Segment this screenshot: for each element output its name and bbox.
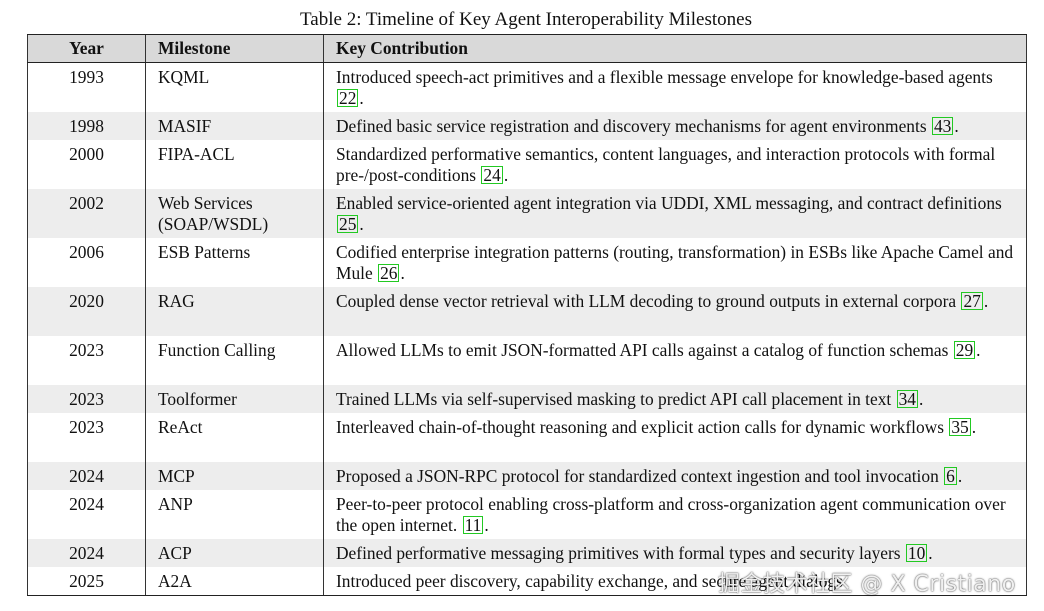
- milestone-cell: FIPA-ACL: [145, 140, 324, 189]
- year-cell: 2023: [69, 340, 104, 360]
- table-row: 2020 RAG Coupled dense vector retrieval …: [27, 287, 1027, 336]
- citation-link[interactable]: 27: [961, 291, 983, 311]
- year-cell: 1993: [69, 67, 104, 87]
- year-cell: 2025: [27, 567, 146, 596]
- year-cell: 2020: [69, 291, 104, 311]
- citation-link[interactable]: 10: [905, 543, 928, 563]
- contribution-cell: Interleaved chain-of-thought reasoning a…: [323, 413, 1027, 462]
- contribution-text: Trained LLMs via self-supervised masking…: [336, 389, 896, 409]
- contribution-text: Introduced speech-act primitives and a f…: [336, 67, 993, 87]
- table-row: 2025 A2A Introduced peer discovery, capa…: [27, 567, 1027, 596]
- contribution-end: .: [400, 263, 405, 283]
- contribution-cell: Codified enterprise integration patterns…: [323, 238, 1027, 287]
- year-cell: 1998: [69, 116, 104, 136]
- contribution-text: Enabled service-oriented agent integrati…: [336, 193, 1002, 213]
- contribution-cell: Enabled service-oriented agent integrati…: [323, 189, 1027, 238]
- milestone-cell: MCP: [145, 462, 324, 490]
- milestone-cell: ANP: [145, 490, 324, 539]
- contribution-end: .: [976, 340, 981, 360]
- contribution-text: Defined performative messaging primitive…: [336, 543, 905, 563]
- milestone-cell: ACP: [145, 539, 324, 567]
- table-row: 2024 MCP Proposed a JSON-RPC protocol fo…: [27, 462, 1027, 490]
- contribution-end: .: [971, 417, 977, 437]
- milestones-table-container: Year Milestone Key Contribution 1993 KQM…: [27, 34, 1027, 596]
- contribution-text: Proposed a JSON-RPC protocol for standar…: [336, 466, 944, 486]
- table-header-row: Year Milestone Key Contribution: [27, 34, 1027, 63]
- table-row: 1993 KQML Introduced speech-act primitiv…: [27, 62, 1027, 112]
- table-row: 2024 ACP Defined performative messaging …: [27, 539, 1027, 567]
- contribution-text: Allowed LLMs to emit JSON-formatted API …: [336, 340, 953, 360]
- contribution-cell: Defined basic service registration and d…: [323, 112, 1027, 140]
- milestone-cell: MASIF: [145, 112, 324, 140]
- contribution-text: Interleaved chain-of-thought reasoning a…: [336, 417, 949, 437]
- milestones-table: Year Milestone Key Contribution 1993 KQM…: [27, 34, 1027, 596]
- header-year: Year: [27, 34, 146, 63]
- year-cell: 2024: [69, 466, 104, 486]
- year-cell: 2002: [69, 193, 104, 213]
- contribution-text: Introduced peer discovery, capability ex…: [336, 571, 843, 591]
- citation-link[interactable]: 25: [337, 214, 359, 234]
- citation-link[interactable]: 35: [949, 417, 971, 437]
- contribution-text: Codified enterprise integration patterns…: [336, 242, 1014, 283]
- contribution-end: .: [503, 165, 509, 185]
- site-watermark: 掘金技术社区 @ X Cristiano: [718, 572, 1016, 597]
- citation-link[interactable]: 6: [944, 466, 957, 486]
- table-caption: Table 2: Timeline of Key Agent Interoper…: [300, 9, 752, 30]
- year-cell: 2023: [69, 417, 104, 437]
- citation-link[interactable]: 29: [953, 340, 976, 360]
- milestone-cell: A2A: [145, 567, 324, 596]
- contribution-cell: Standardized performative semantics, con…: [323, 140, 1027, 189]
- milestone-cell: KQML: [145, 62, 324, 112]
- citation-link[interactable]: 24: [481, 165, 503, 185]
- citation-link[interactable]: 22: [337, 88, 359, 108]
- citation-link[interactable]: 26: [378, 263, 400, 283]
- contribution-text: Peer-to-peer protocol enabling cross-pla…: [336, 494, 1006, 535]
- contribution-cell: Introduced speech-act primitives and a f…: [323, 62, 1027, 112]
- contribution-cell: Peer-to-peer protocol enabling cross-pla…: [323, 490, 1027, 539]
- citation-link[interactable]: 43: [931, 116, 954, 136]
- contribution-end: .: [954, 116, 959, 136]
- year-cell: 2023: [69, 389, 104, 409]
- table-row: 2023 ReAct Interleaved chain-of-thought …: [27, 413, 1027, 462]
- contribution-end: .: [928, 543, 933, 563]
- year-cell: 2000: [69, 144, 104, 164]
- citation-link[interactable]: 34: [896, 389, 918, 409]
- milestone-cell: ESB Patterns: [145, 238, 324, 287]
- contribution-end: .: [359, 88, 364, 108]
- citation-link[interactable]: 11: [462, 515, 484, 535]
- year-cell: 2024: [69, 543, 104, 563]
- year-cell: 2006: [69, 242, 104, 262]
- header-contribution: Key Contribution: [323, 34, 1027, 63]
- milestone-cell: RAG: [145, 287, 324, 336]
- table-row: 2023 Toolformer Trained LLMs via self-su…: [27, 385, 1027, 413]
- contribution-cell: Introduced peer discovery, capability ex…: [323, 567, 1027, 596]
- contribution-text: Defined basic service registration and d…: [336, 116, 931, 136]
- contribution-end: .: [484, 515, 489, 535]
- table-row: 2002 Web Services (SOAP/WSDL) Enabled se…: [27, 189, 1027, 238]
- table-row: 2023 Function Calling Allowed LLMs to em…: [27, 336, 1027, 385]
- contribution-end: .: [983, 291, 989, 311]
- contribution-cell: Coupled dense vector retrieval with LLM …: [323, 287, 1027, 336]
- year-cell: 2024: [69, 494, 104, 514]
- contribution-cell: Allowed LLMs to emit JSON-formatted API …: [323, 336, 1027, 385]
- contribution-text: Standardized performative semantics, con…: [336, 144, 996, 185]
- table-row: 2024 ANP Peer-to-peer protocol enabling …: [27, 490, 1027, 539]
- contribution-cell: Trained LLMs via self-supervised masking…: [323, 385, 1027, 413]
- milestone-cell: Web Services (SOAP/WSDL): [145, 189, 324, 238]
- header-milestone: Milestone: [145, 34, 324, 63]
- table-row: 1998 MASIF Defined basic service registr…: [27, 112, 1027, 140]
- contribution-cell: Defined performative messaging primitive…: [323, 539, 1027, 567]
- contribution-text: Coupled dense vector retrieval with LLM …: [336, 291, 961, 311]
- contribution-cell: Proposed a JSON-RPC protocol for standar…: [323, 462, 1027, 490]
- milestone-cell: ReAct: [145, 413, 324, 462]
- contribution-end: .: [359, 214, 364, 234]
- contribution-end: .: [957, 466, 963, 486]
- table-row: 2000 FIPA-ACL Standardized performative …: [27, 140, 1027, 189]
- milestone-cell: Function Calling: [145, 336, 324, 385]
- contribution-end: .: [919, 389, 924, 409]
- milestone-cell: Toolformer: [145, 385, 324, 413]
- table-row: 2006 ESB Patterns Codified enterprise in…: [27, 238, 1027, 287]
